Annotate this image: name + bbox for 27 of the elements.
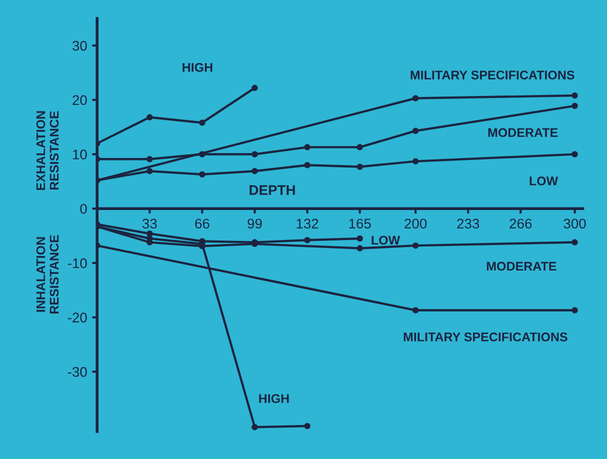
text: HIGH bbox=[182, 62, 212, 72]
x-tick-label: 300 bbox=[564, 218, 586, 229]
x-tick-label: 66 bbox=[195, 218, 210, 229]
series-label: LOW bbox=[530, 176, 558, 186]
x-axis-title: DEPTH bbox=[250, 185, 295, 195]
series-label: LOW bbox=[372, 236, 400, 245]
series-label: MILITARY SPECIFICATIONS bbox=[410, 70, 574, 80]
series-label: HIGH bbox=[259, 394, 289, 403]
y-tick-label: 30 bbox=[72, 40, 87, 51]
y-tick-label: -30 bbox=[68, 367, 87, 377]
x-tick-label: 266 bbox=[510, 218, 532, 229]
y-tick-label: 20 bbox=[72, 95, 87, 106]
y-tick-label: -20 bbox=[68, 312, 87, 322]
x-tick-label: 233 bbox=[457, 218, 480, 229]
series-label: MILITARY SPECIFICATIONS bbox=[404, 332, 568, 342]
y-tick-label: -10 bbox=[68, 258, 87, 268]
x-tick-label: 132 bbox=[296, 218, 318, 229]
text: INHALATION RESISTANCE bbox=[36, 235, 59, 314]
y-axis-title: EXHALATION RESISTANCE bbox=[36, 111, 59, 190]
x-tick-label: 99 bbox=[248, 218, 262, 229]
x-tick-label: 165 bbox=[349, 218, 371, 229]
x-tick-label: 200 bbox=[404, 218, 427, 229]
y-tick-label: 0 bbox=[80, 204, 87, 214]
y-tick-label: 10 bbox=[73, 150, 87, 160]
series-label: MODERATE bbox=[488, 128, 558, 138]
x-tick-label: 33 bbox=[142, 218, 157, 229]
series-label: MODERATE bbox=[486, 262, 556, 271]
